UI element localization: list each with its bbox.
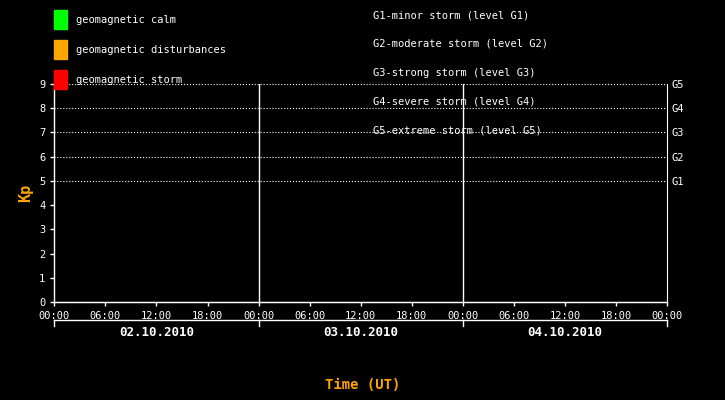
Text: G3-strong storm (level G3): G3-strong storm (level G3) — [373, 68, 536, 78]
Text: 04.10.2010: 04.10.2010 — [527, 326, 602, 338]
Text: geomagnetic disturbances: geomagnetic disturbances — [76, 45, 226, 55]
Y-axis label: Kp: Kp — [19, 184, 33, 202]
Text: 02.10.2010: 02.10.2010 — [119, 326, 194, 338]
Text: Time (UT): Time (UT) — [325, 378, 400, 392]
Text: G1-minor storm (level G1): G1-minor storm (level G1) — [373, 10, 530, 20]
Text: 03.10.2010: 03.10.2010 — [323, 326, 398, 338]
Text: G2-moderate storm (level G2): G2-moderate storm (level G2) — [373, 39, 548, 49]
Text: G4-severe storm (level G4): G4-severe storm (level G4) — [373, 96, 536, 106]
Text: geomagnetic storm: geomagnetic storm — [76, 74, 183, 85]
Text: geomagnetic calm: geomagnetic calm — [76, 15, 176, 25]
Text: G5-extreme storm (level G5): G5-extreme storm (level G5) — [373, 125, 542, 135]
